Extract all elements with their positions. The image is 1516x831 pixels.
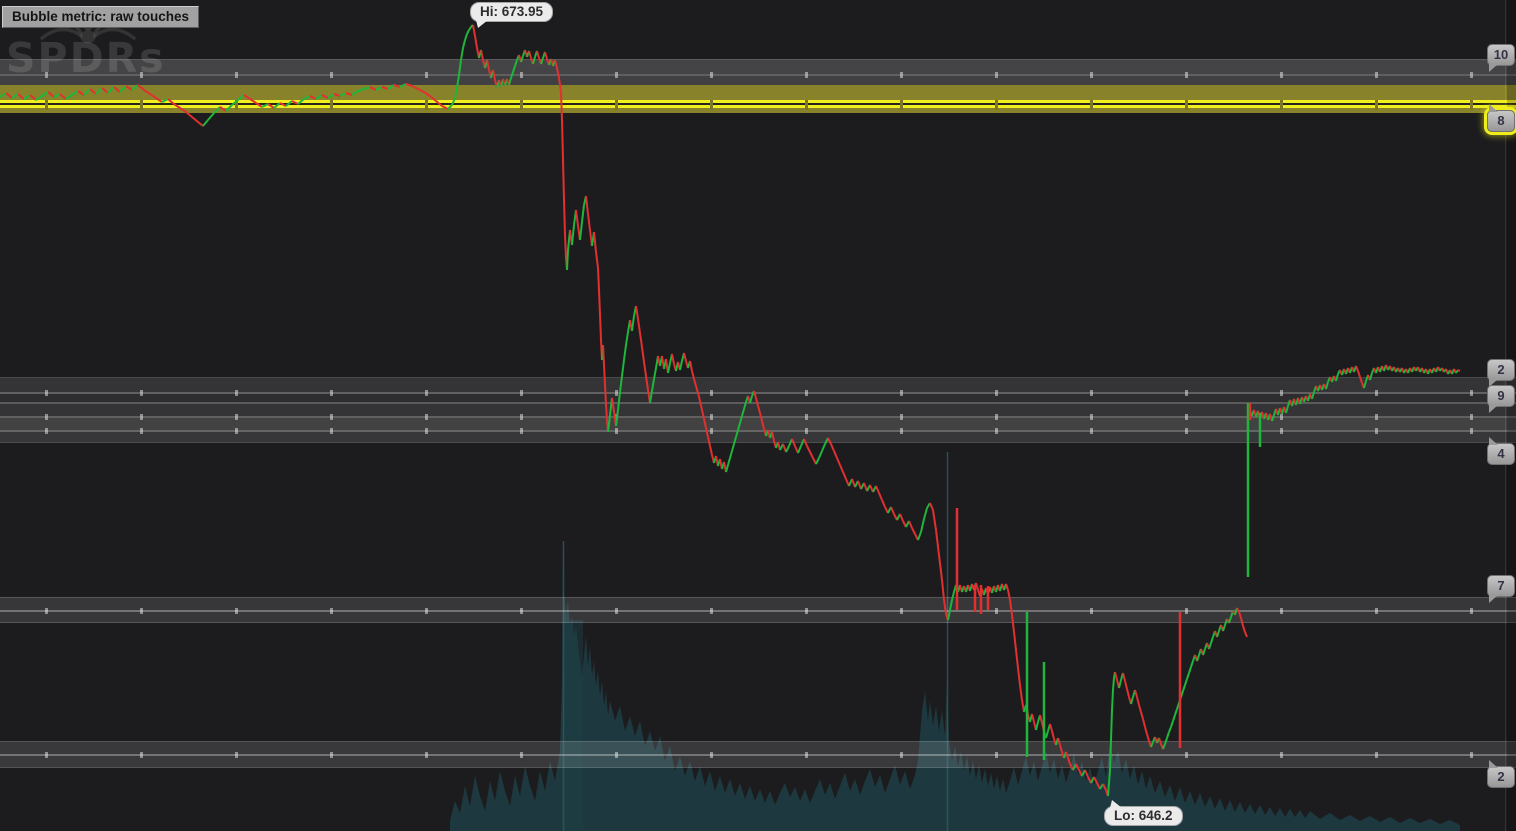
touch-count-badge[interactable]: 2 — [1487, 359, 1515, 387]
touch-count-label: 7 — [1497, 578, 1505, 593]
touch-count-badge[interactable]: 4 — [1487, 437, 1515, 465]
touch-count-badge[interactable]: 2 — [1487, 760, 1515, 788]
touch-count-label: 10 — [1493, 47, 1509, 62]
touch-count-label: 4 — [1497, 446, 1505, 461]
badge-tail — [1489, 104, 1498, 112]
touch-count-badge[interactable]: 9 — [1487, 385, 1515, 413]
bubble-metric-tooltip: Bubble metric: raw touches — [2, 6, 200, 28]
chart-right-edge — [1507, 0, 1516, 831]
touch-count-badge[interactable]: 7 — [1487, 575, 1515, 603]
badge-tail — [1489, 760, 1498, 768]
touch-count-label: 2 — [1497, 362, 1505, 377]
badge-tail — [1489, 379, 1498, 387]
low-price-callout: Lo: 646.2 — [1104, 800, 1183, 826]
badge-tail — [1489, 595, 1498, 603]
badge-tail — [1489, 405, 1498, 413]
touch-count-label: 8 — [1497, 113, 1505, 128]
low-price-label: Lo: 646.2 — [1114, 808, 1173, 823]
touch-count-badge-highlighted[interactable]: 8 — [1487, 104, 1515, 132]
high-price-callout: Hi: 673.95 — [470, 2, 554, 28]
callout-tail — [1110, 800, 1122, 808]
high-price-label: Hi: 673.95 — [480, 4, 544, 19]
badge-tail — [1489, 64, 1498, 72]
touch-count-label: 2 — [1497, 769, 1505, 784]
badge-tail — [1489, 437, 1498, 445]
touch-count-label: 9 — [1497, 388, 1505, 403]
callout-tail — [476, 20, 488, 28]
tooltip-text: Bubble metric: raw touches — [12, 9, 190, 24]
touch-count-badge[interactable]: 10 — [1487, 44, 1515, 72]
